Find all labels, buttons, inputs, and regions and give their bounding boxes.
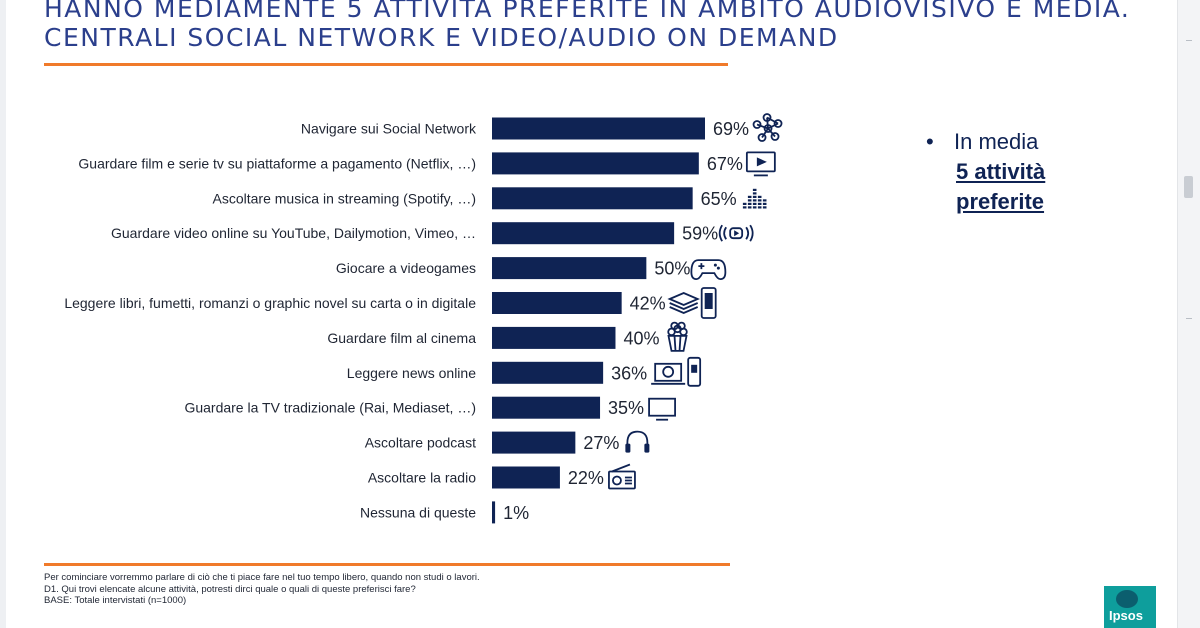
callout-bullet: • — [926, 129, 934, 154]
footnote-line: D1. Qui trovi elencate alcune attività, … — [44, 583, 416, 595]
bar-value-label: 40% — [623, 328, 659, 348]
bar-value-label: 67% — [707, 154, 743, 174]
bar-category-label: Ascoltare la radio — [368, 470, 476, 486]
scrollbar-tick — [1186, 40, 1192, 41]
bar-value-label: 59% — [682, 224, 718, 244]
radio-icon — [608, 463, 636, 490]
bar-value-label: 65% — [701, 189, 737, 209]
logo-ring — [1116, 590, 1138, 608]
bar-value-label: 1% — [503, 503, 529, 523]
bar — [492, 396, 601, 419]
tv-icon — [648, 397, 676, 421]
ipsos-logo: Ipsos — [1104, 586, 1156, 628]
bar-category-label: Navigare sui Social Network — [301, 121, 477, 137]
bar — [492, 431, 576, 454]
network-icon — [752, 113, 783, 142]
footer-divider — [44, 563, 730, 566]
bar — [492, 152, 699, 175]
bar — [492, 466, 560, 489]
slide-title: HANNO MEDIAMENTE 5 ATTIVITÀ PREFERITE IN… — [44, 0, 1144, 52]
callout-highlight-line2: preferite — [956, 189, 1045, 214]
scrollbar-tick — [1186, 318, 1192, 319]
bar — [492, 187, 693, 210]
equalizer-icon — [742, 188, 767, 209]
bar-value-label: 27% — [583, 433, 619, 453]
play-screen-icon — [745, 151, 776, 177]
bar-category-label: Nessuna di queste — [360, 504, 476, 520]
bar — [492, 222, 675, 245]
headphones-icon — [625, 430, 650, 453]
footnote-line: BASE: Totale intervistati (n=1000) — [44, 595, 187, 606]
video-stream-icon — [718, 224, 754, 242]
bar-value-label: 22% — [568, 468, 604, 488]
bar-category-label: Giocare a videogames — [336, 260, 476, 276]
bar — [492, 361, 604, 384]
callout-lead: In media — [954, 129, 1039, 154]
bar-category-label: Guardare video online su YouTube, Dailym… — [111, 225, 476, 241]
laptop-phone-icon — [651, 356, 702, 387]
bar-category-label: Guardare film e serie tv su piattaforme … — [78, 155, 476, 171]
bar-category-label: Ascoltare musica in streaming (Spotify, … — [213, 190, 477, 206]
bar-value-label: 50% — [654, 259, 690, 279]
slide-title-line1: HANNO MEDIAMENTE 5 ATTIVITÀ PREFERITE IN… — [44, 0, 1131, 23]
bar — [492, 501, 496, 524]
bar-chart: Navigare sui Social Network 69% Guardare f… — [64, 113, 783, 524]
bar-category-label: Leggere news online — [347, 365, 476, 381]
popcorn-icon — [667, 321, 688, 352]
average-callout: • In media 5 attività preferite — [926, 127, 1146, 217]
title-divider — [44, 63, 728, 66]
scrollbar[interactable] — [1177, 0, 1200, 628]
bar-category-label: Guardare la TV tradizionale (Rai, Medias… — [184, 400, 476, 416]
bar-value-label: 69% — [713, 119, 749, 139]
bar — [492, 257, 647, 280]
books-tablet-icon — [667, 287, 717, 319]
bar-value-label: 36% — [611, 363, 647, 383]
bar-value-label: 35% — [608, 398, 644, 418]
bar-category-label: Leggere libri, fumetti, romanzi o graphi… — [64, 295, 476, 311]
bar — [492, 326, 616, 349]
slide-title-line2: CENTRALI SOCIAL NETWORK E VIDEO/AUDIO ON… — [44, 23, 839, 52]
footnote: Per cominciare vorremmo parlare di ciò c… — [44, 572, 480, 607]
callout-highlight-line1: 5 attività — [956, 159, 1046, 184]
bar-category-label: Ascoltare podcast — [365, 435, 476, 451]
bar-category-label: Guardare film al cinema — [327, 330, 476, 346]
footnote-line: Per cominciare vorremmo parlare di ciò c… — [44, 572, 480, 583]
bar — [492, 292, 622, 314]
scrollbar-thumb[interactable] — [1184, 176, 1193, 198]
bar-value-label: 42% — [630, 294, 666, 314]
gamepad-icon — [690, 259, 727, 281]
window-frame-left — [0, 0, 6, 628]
bar — [492, 117, 706, 140]
logo-text: Ipsos — [1109, 608, 1143, 623]
